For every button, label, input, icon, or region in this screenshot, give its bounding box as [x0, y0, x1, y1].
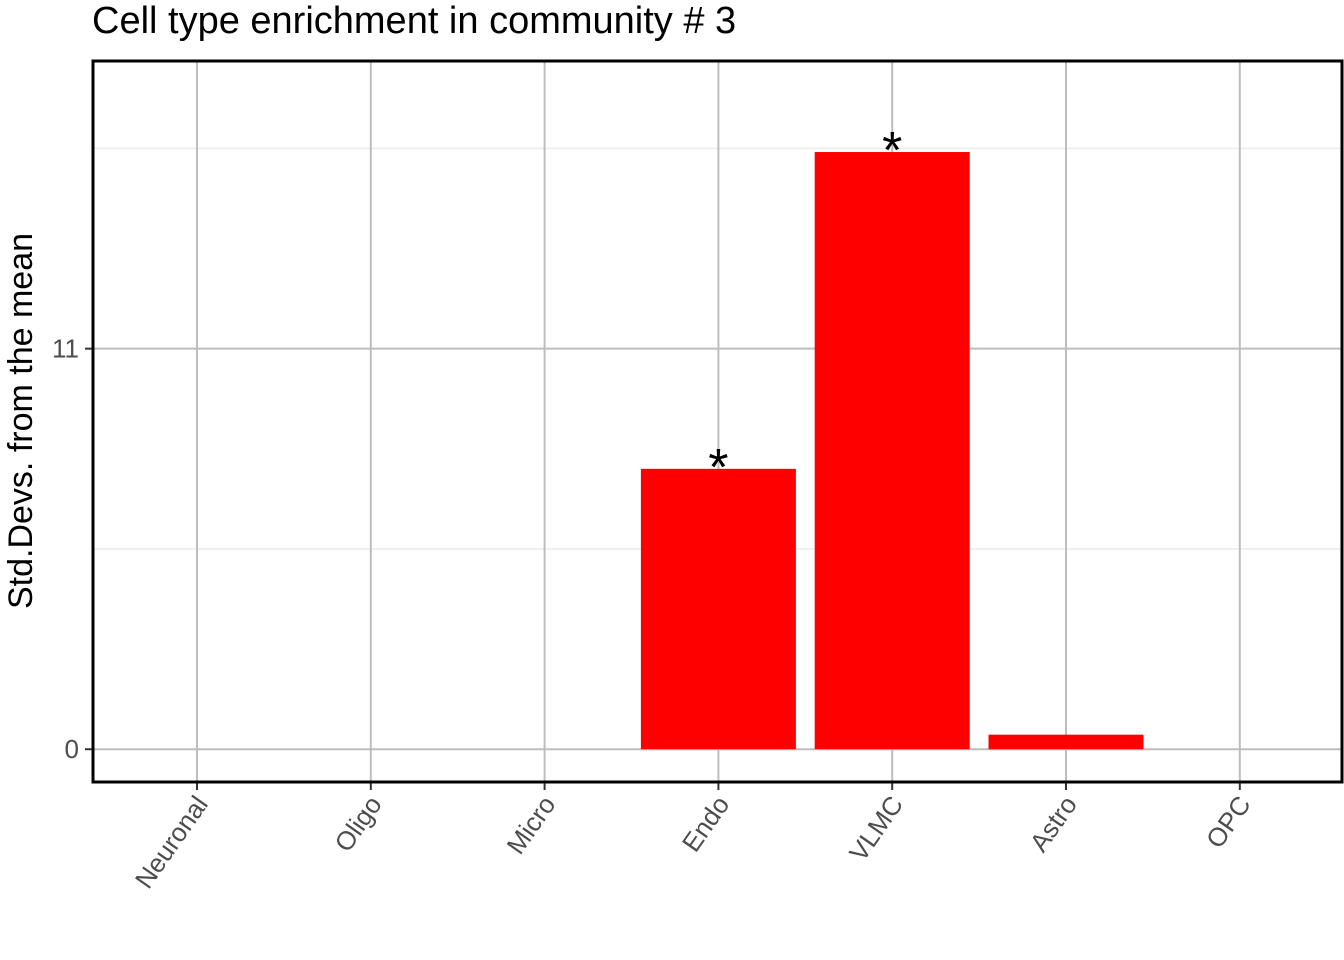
bar — [640, 468, 796, 750]
x-tick-label: OPC — [1200, 790, 1257, 853]
bars — [640, 152, 1144, 750]
x-tick-label: Oligo — [328, 790, 387, 857]
chart-title: Cell type enrichment in community # 3 — [92, 0, 736, 42]
plot-panel-border — [91, 59, 1344, 784]
bar — [814, 152, 970, 750]
significance-star: * — [708, 439, 728, 497]
y-tick-label: 0 — [65, 734, 79, 764]
x-tick-label: Endo — [676, 790, 735, 857]
significance-markers: ** — [708, 122, 902, 497]
y-tick-label: 11 — [52, 334, 79, 364]
x-tick-label: VLMC — [843, 790, 909, 866]
x-tick-label: Micro — [500, 790, 561, 859]
bar — [988, 734, 1144, 750]
significance-star: * — [882, 122, 902, 180]
x-tick-label: Astro — [1024, 790, 1083, 857]
y-axis-title: Std.Devs. from the mean — [2, 233, 40, 609]
x-tick-label: Neuronal — [129, 790, 214, 894]
